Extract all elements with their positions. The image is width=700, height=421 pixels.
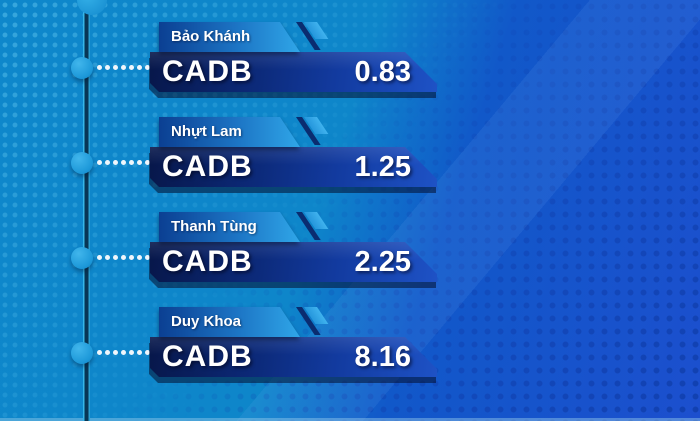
name-tag: Thanh Tùng [159, 212, 300, 242]
answer-bar: CADB 2.25 [150, 242, 437, 282]
name-tag: Bảo Khánh [159, 22, 300, 52]
score-value: 2.25 [354, 246, 411, 278]
answer-bar: CADB 1.25 [150, 147, 437, 187]
score-value: 1.25 [354, 151, 411, 183]
timeline-node [71, 247, 93, 269]
timeline-line [83, 0, 90, 421]
answer-text: CADB [162, 340, 253, 373]
player-name: Duy Khoa [159, 307, 300, 337]
answer-bar: CADB 8.16 [150, 337, 437, 377]
answer-text: CADB [162, 245, 253, 278]
player-name: Thanh Tùng [159, 212, 300, 242]
answer-bar: CADB 0.83 [150, 52, 437, 92]
name-tag: Duy Khoa [159, 307, 300, 337]
score-row: CADB 2.25 Thanh Tùng [0, 212, 700, 284]
timeline-node [71, 57, 93, 79]
bottom-edge-highlight [0, 418, 700, 421]
score-row: CADB 8.16 Duy Khoa [0, 307, 700, 379]
dotted-connector [97, 255, 158, 260]
timeline-node [71, 342, 93, 364]
dotted-connector [97, 350, 158, 355]
score-row: CADB 0.83 Bảo Khánh [0, 22, 700, 94]
answer-text: CADB [162, 150, 253, 183]
dotted-connector [97, 160, 158, 165]
score-value: 0.83 [354, 56, 411, 88]
name-tag: Nhựt Lam [159, 117, 300, 147]
timeline-top-node [77, 0, 107, 15]
player-name: Nhựt Lam [159, 117, 300, 147]
score-value: 8.16 [354, 341, 411, 373]
timeline-node [71, 152, 93, 174]
player-name: Bảo Khánh [159, 22, 300, 52]
answer-text: CADB [162, 55, 253, 88]
score-row: CADB 1.25 Nhựt Lam [0, 117, 700, 189]
dotted-connector [97, 65, 158, 70]
